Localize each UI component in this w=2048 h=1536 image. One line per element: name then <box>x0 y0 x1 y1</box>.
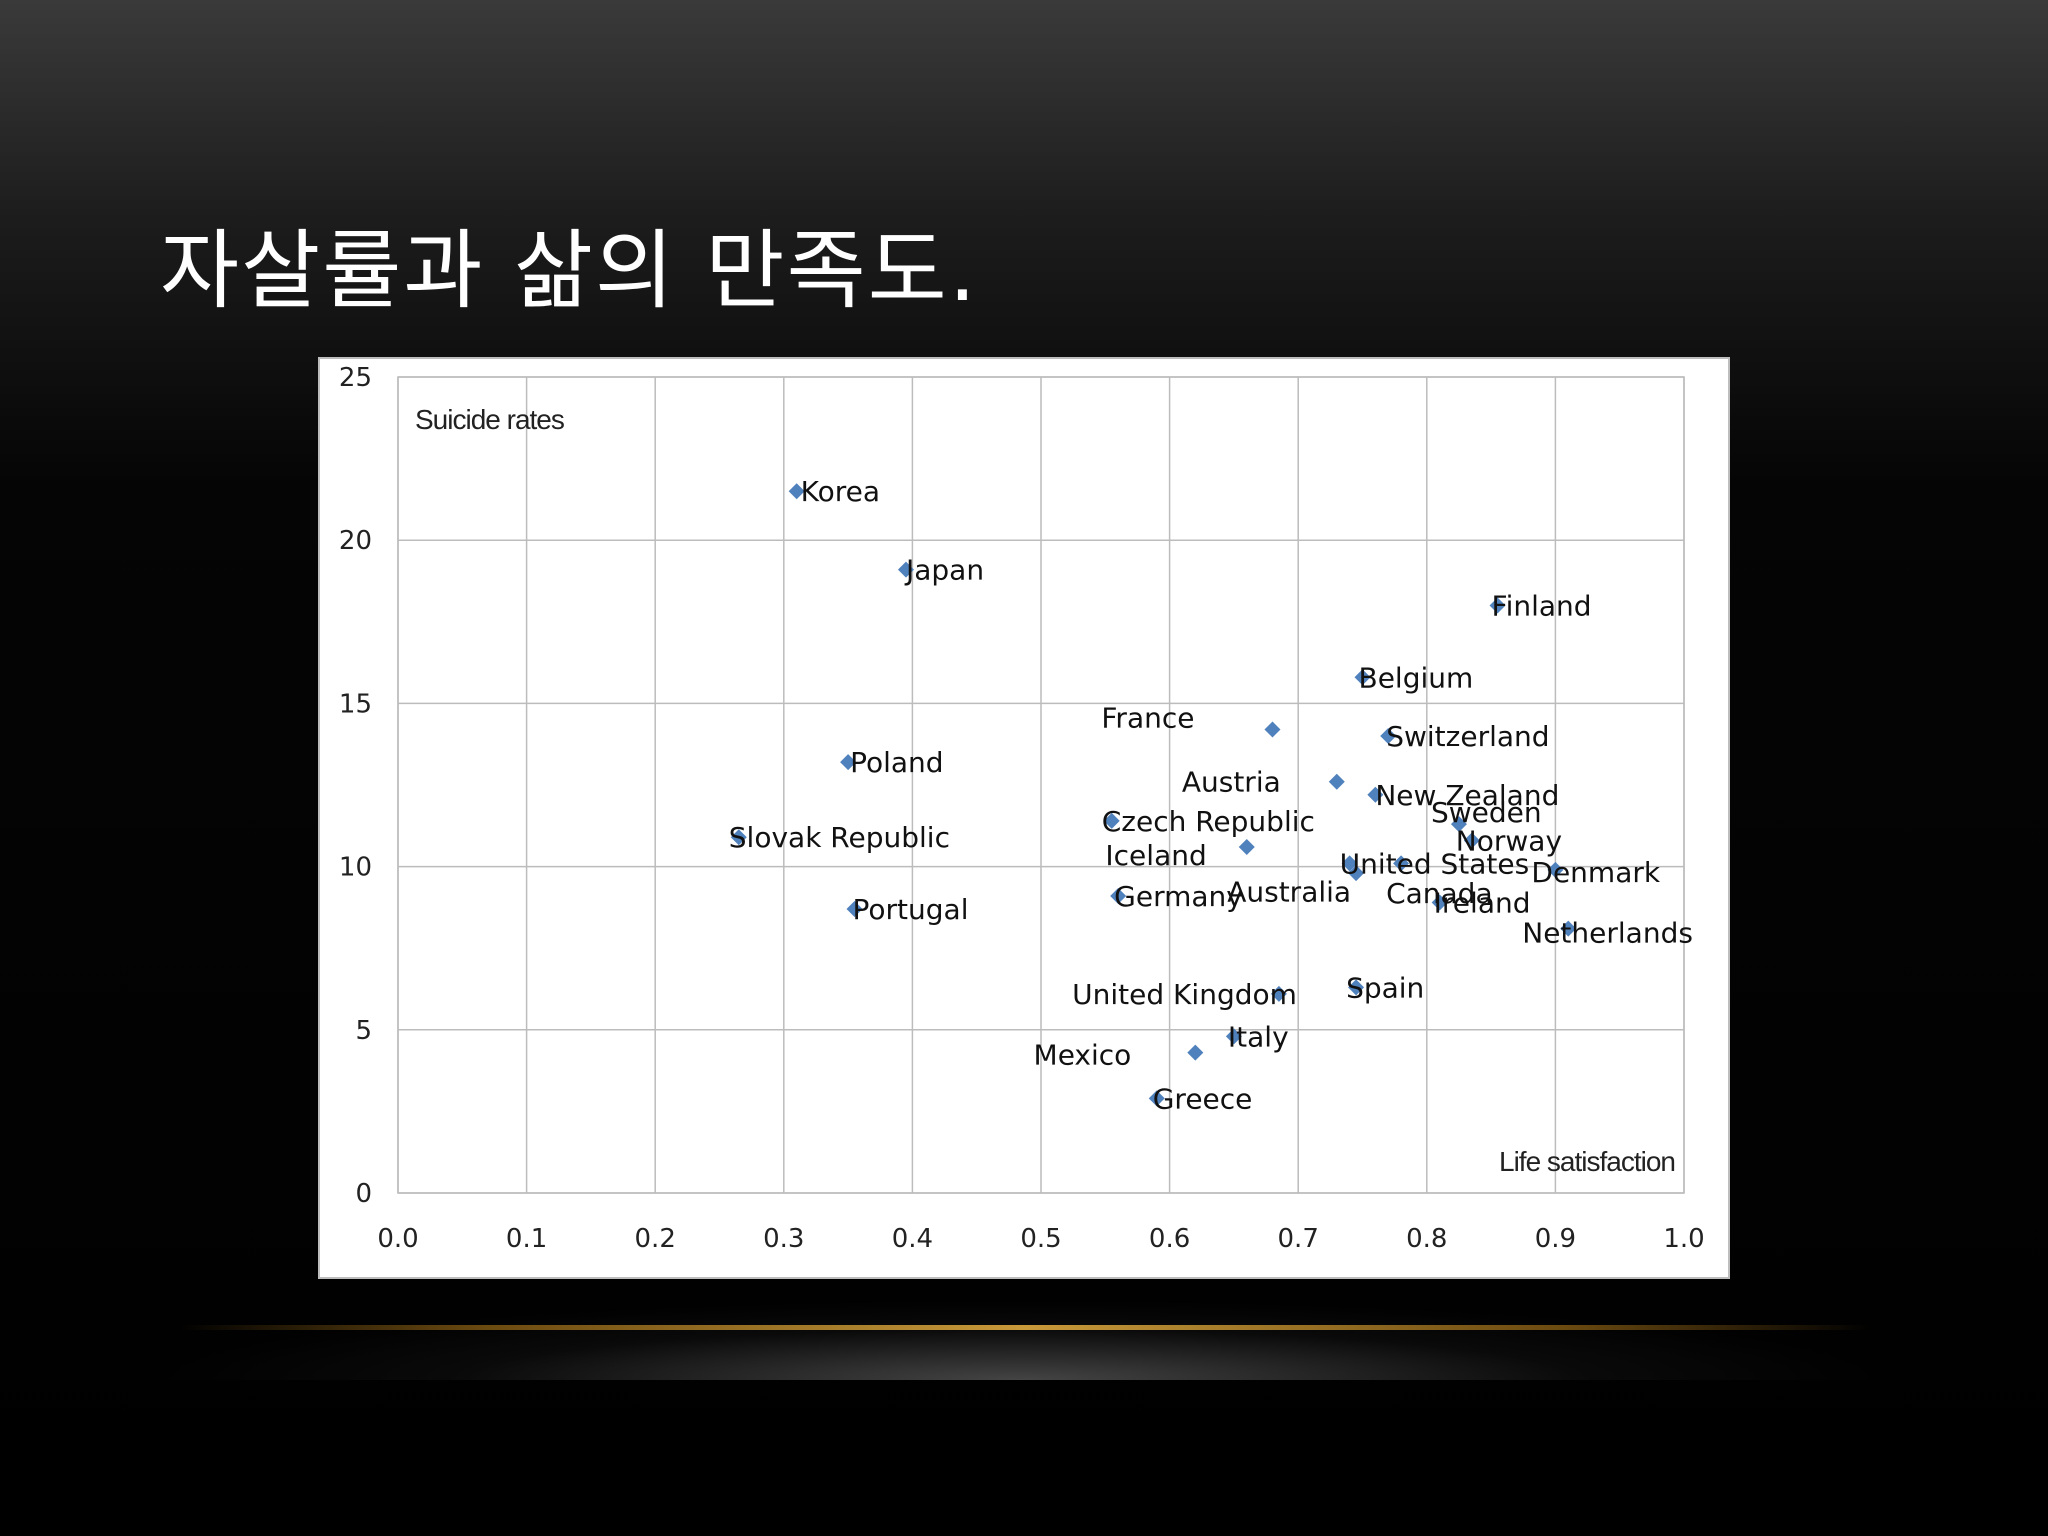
y-tick-label: 20 <box>339 526 372 556</box>
x-tick-label: 1.0 <box>1663 1224 1704 1254</box>
data-label: Japan <box>904 554 984 587</box>
data-label: France <box>1101 702 1194 735</box>
y-tick-label: 25 <box>339 363 372 393</box>
data-label: United States <box>1340 847 1530 880</box>
data-point <box>1463 832 1480 849</box>
data-point <box>1380 728 1397 745</box>
data-point <box>846 901 863 918</box>
data-label: New Zealand <box>1375 779 1559 812</box>
data-label: Norway <box>1456 824 1562 857</box>
data-point <box>730 829 747 846</box>
data-label: Belgium <box>1359 661 1474 694</box>
data-point <box>840 754 857 771</box>
data-label: Korea <box>801 475 880 508</box>
x-tick-label: 0.0 <box>377 1224 418 1254</box>
data-point <box>1348 979 1365 996</box>
data-label: Poland <box>850 746 943 779</box>
axis-ticks: 0.0 0.1 0.2 0.3 0.4 0.5 0.6 0.7 0.8 0.9 1.0 0 5 10 15 2… <box>339 363 1705 1254</box>
x-tick-label: 0.8 <box>1406 1224 1447 1254</box>
chart-frame: 0.0 0.1 0.2 0.3 0.4 0.5 0.6 0.7 0.8 0.9 1.0 0 5 10 15 2… <box>318 357 1730 1279</box>
x-tick-label: 0.7 <box>1278 1224 1319 1254</box>
x-tick-label: 0.6 <box>1149 1224 1190 1254</box>
y-tick-label: 15 <box>339 689 372 719</box>
data-point <box>1270 985 1287 1002</box>
data-label: Portugal <box>853 893 969 926</box>
data-label: Canada <box>1386 877 1493 910</box>
data-label: Australia <box>1227 875 1351 908</box>
data-label: Slovak Republic <box>729 821 950 854</box>
data-point <box>1489 597 1506 614</box>
x-axis-label: Life satisfaction <box>1499 1146 1675 1177</box>
grid-lines <box>397 376 1685 1194</box>
data-label: Czech Republic <box>1102 805 1315 838</box>
data-point <box>897 561 914 578</box>
data-point <box>1187 1044 1204 1061</box>
x-tick-label: 0.5 <box>1020 1224 1061 1254</box>
data-point <box>1547 861 1564 878</box>
y-tick-label: 5 <box>355 1016 372 1046</box>
data-label: Finland <box>1492 589 1592 622</box>
data-labels: Korea Japan Finland Belgium France Switzerlan… <box>729 475 1693 1115</box>
data-label: Italy <box>1228 1020 1289 1053</box>
data-point <box>1354 669 1371 686</box>
data-label: Spain <box>1346 971 1424 1004</box>
data-point <box>1450 816 1467 833</box>
y-tick-label: 0 <box>355 1179 372 1209</box>
gold-accent-line <box>180 1325 1870 1330</box>
data-label: Switzerland <box>1386 720 1549 753</box>
data-label: Germany <box>1114 880 1243 913</box>
data-points <box>730 483 1577 1107</box>
scatter-chart: 0.0 0.1 0.2 0.3 0.4 0.5 0.6 0.7 0.8 0.9 1.0 0 5 10 15 2… <box>339 363 1705 1254</box>
data-point <box>1560 920 1577 937</box>
data-point <box>1367 786 1384 803</box>
data-label: United Kingdom <box>1072 978 1297 1011</box>
data-label: Denmark <box>1531 856 1660 889</box>
data-point <box>1103 812 1120 829</box>
data-label: Iceland <box>1105 839 1206 872</box>
x-tick-label: 0.4 <box>892 1224 933 1254</box>
data-point <box>1238 839 1255 856</box>
data-point <box>1341 855 1358 872</box>
data-label: Greece <box>1153 1082 1253 1115</box>
data-label: Austria <box>1182 766 1281 799</box>
x-tick-label: 0.2 <box>635 1224 676 1254</box>
data-label: Ireland <box>1434 887 1531 920</box>
data-point <box>1393 855 1410 872</box>
data-point <box>788 483 805 500</box>
floor-glow <box>140 1300 1900 1380</box>
data-point <box>1348 865 1365 882</box>
data-label: Netherlands <box>1522 917 1693 950</box>
data-point <box>1148 1090 1165 1107</box>
x-tick-label: 0.1 <box>506 1224 547 1254</box>
y-tick-label: 10 <box>339 853 372 883</box>
data-point <box>1225 1028 1242 1045</box>
data-point <box>1264 721 1281 738</box>
data-label: Mexico <box>1034 1039 1132 1072</box>
data-point <box>1110 887 1127 904</box>
y-axis-label: Suicide rates <box>415 404 564 435</box>
data-point <box>1431 894 1448 911</box>
data-point <box>1328 773 1345 790</box>
x-tick-label: 0.9 <box>1535 1224 1576 1254</box>
data-label: Sweden <box>1431 796 1542 829</box>
slide-title: 자살률과 삶의 만족도. <box>160 221 979 321</box>
x-tick-label: 0.3 <box>763 1224 804 1254</box>
